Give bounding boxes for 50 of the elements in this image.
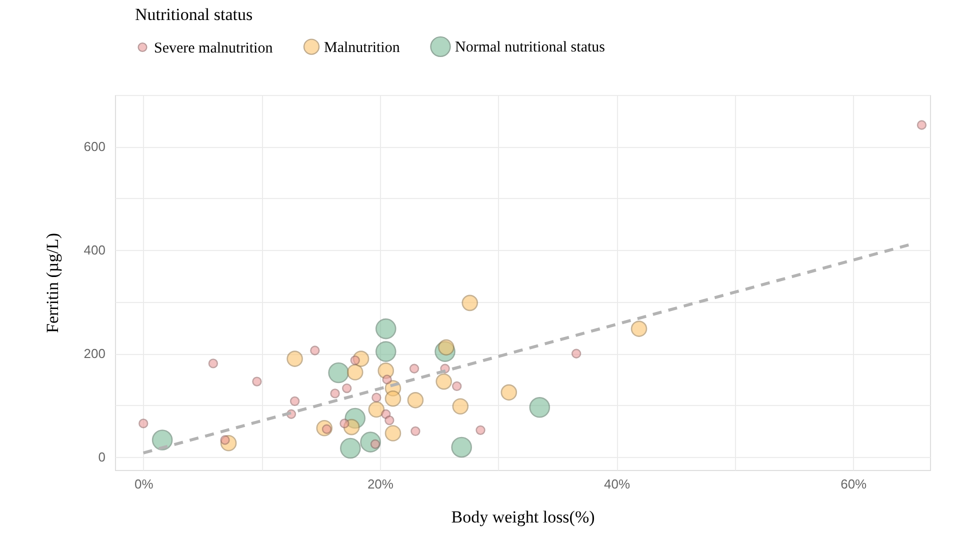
point: [571, 348, 582, 358]
point: [451, 436, 472, 458]
point: [310, 346, 320, 356]
point: [368, 401, 385, 418]
point: [328, 362, 349, 384]
point: [452, 381, 462, 392]
point: [340, 438, 361, 459]
y-tick-label: 200: [84, 346, 106, 362]
point: [462, 294, 478, 312]
x-axis-title: Body weight loss(%): [451, 508, 595, 526]
point: [407, 392, 424, 408]
x-tick-label: 20%: [367, 476, 394, 492]
point: [409, 364, 420, 374]
point: [384, 416, 394, 426]
point: [340, 418, 350, 428]
point: [630, 320, 648, 337]
point: [372, 392, 382, 402]
x-tick-label: 40%: [604, 476, 630, 492]
point: [350, 356, 360, 366]
point: [529, 397, 550, 418]
point: [410, 426, 420, 436]
legend-label: Severe malnutrition: [154, 40, 274, 56]
point: [290, 396, 300, 406]
point: [500, 384, 518, 401]
point: [916, 120, 927, 130]
point: [452, 398, 469, 415]
point: [330, 388, 340, 398]
point: [476, 425, 486, 435]
y-tick-label: 600: [84, 139, 106, 154]
x-tick-label: 0%: [134, 476, 154, 492]
point: [286, 350, 303, 367]
legend-title: Nutritional status: [135, 5, 253, 24]
legend-label: Malnutrition: [324, 40, 400, 56]
point: [252, 376, 262, 386]
point: [375, 341, 396, 362]
point: [382, 374, 392, 384]
y-tick-label: 400: [84, 242, 106, 258]
point: [208, 358, 218, 368]
point: [436, 373, 452, 390]
y-tick-label: 0: [98, 450, 106, 465]
point: [138, 418, 148, 428]
legend-label: Normal nutritional status: [455, 40, 606, 56]
point: [375, 318, 396, 340]
point: [152, 430, 173, 450]
point: [384, 390, 402, 407]
point: [342, 383, 352, 394]
point: [384, 425, 402, 442]
y-axis-title: Ferritin (µg/L): [42, 233, 62, 333]
x-tick-label: 60%: [840, 476, 868, 492]
point: [346, 364, 364, 380]
